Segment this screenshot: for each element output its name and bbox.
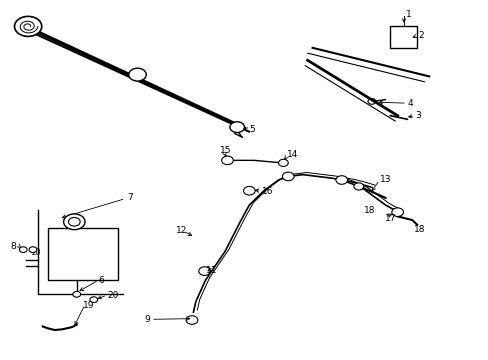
- Text: 4: 4: [407, 99, 412, 108]
- Circle shape: [73, 292, 81, 297]
- Text: 13: 13: [379, 175, 390, 184]
- Text: 1: 1: [405, 10, 411, 19]
- Text: 11: 11: [205, 266, 217, 275]
- Circle shape: [186, 316, 198, 324]
- Circle shape: [128, 68, 146, 81]
- Text: 19: 19: [83, 301, 94, 310]
- Circle shape: [391, 208, 403, 216]
- Circle shape: [90, 297, 98, 302]
- Text: 2: 2: [418, 31, 423, 40]
- Text: 17: 17: [384, 214, 395, 223]
- Bar: [47, 228, 118, 280]
- Text: 10: 10: [30, 248, 41, 257]
- Text: 5: 5: [249, 126, 255, 135]
- Circle shape: [282, 172, 293, 181]
- Circle shape: [68, 217, 80, 226]
- Text: 18: 18: [363, 206, 374, 215]
- Circle shape: [278, 159, 287, 166]
- Text: 20: 20: [107, 291, 119, 300]
- Circle shape: [229, 122, 244, 132]
- Circle shape: [367, 99, 375, 104]
- Text: 12: 12: [176, 225, 187, 234]
- Text: 15: 15: [220, 146, 231, 155]
- Text: 9: 9: [144, 315, 150, 324]
- Text: 6: 6: [99, 276, 104, 285]
- Text: 14: 14: [287, 150, 298, 159]
- Circle shape: [20, 247, 27, 252]
- Circle shape: [63, 214, 85, 230]
- Circle shape: [353, 183, 363, 190]
- Circle shape: [221, 156, 233, 165]
- Text: 8: 8: [10, 242, 16, 251]
- Circle shape: [243, 186, 255, 195]
- Text: 16: 16: [261, 187, 272, 196]
- Text: 7: 7: [126, 193, 132, 202]
- Bar: [389, 26, 416, 48]
- Text: 3: 3: [415, 111, 421, 120]
- Circle shape: [29, 247, 37, 252]
- Circle shape: [335, 176, 347, 184]
- Circle shape: [15, 17, 41, 36]
- Circle shape: [199, 267, 210, 275]
- Text: 18: 18: [413, 225, 425, 234]
